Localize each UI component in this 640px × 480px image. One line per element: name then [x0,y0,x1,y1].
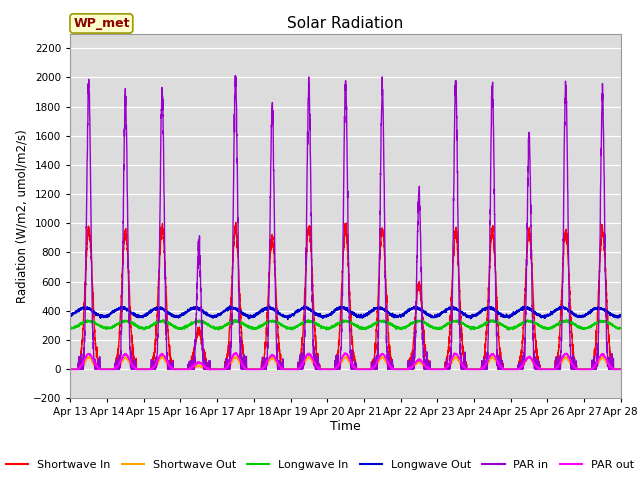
Text: WP_met: WP_met [73,17,130,30]
X-axis label: Time: Time [330,420,361,433]
Legend: Shortwave In, Shortwave Out, Longwave In, Longwave Out, PAR in, PAR out: Shortwave In, Shortwave Out, Longwave In… [2,456,638,474]
Y-axis label: Radiation (W/m2, umol/m2/s): Radiation (W/m2, umol/m2/s) [16,129,29,303]
Title: Solar Radiation: Solar Radiation [287,16,404,31]
